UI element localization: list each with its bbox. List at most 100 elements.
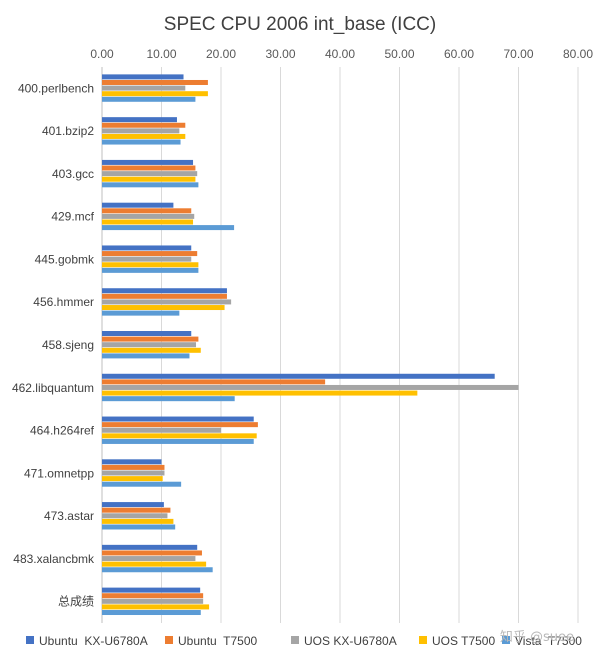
bar bbox=[102, 245, 192, 251]
bar bbox=[102, 310, 180, 316]
legend-swatch bbox=[502, 636, 510, 644]
legend-swatch bbox=[419, 636, 427, 644]
bar bbox=[102, 256, 192, 262]
bars-layer bbox=[102, 74, 519, 616]
bar bbox=[102, 481, 182, 487]
category-label: 400.perlbench bbox=[18, 81, 94, 95]
grid-layer bbox=[101, 67, 579, 623]
bar bbox=[102, 96, 196, 102]
x-tick-label: 40.00 bbox=[325, 47, 355, 61]
legend: Ubuntu KX-U6780A Ubuntu T7500 UOS KX-U6780… bbox=[26, 634, 582, 648]
bar bbox=[102, 587, 201, 593]
bar bbox=[102, 85, 186, 91]
bar bbox=[102, 139, 181, 145]
bar bbox=[102, 550, 202, 556]
x-tick-label: 80.00 bbox=[563, 47, 593, 61]
bar bbox=[102, 464, 165, 470]
bar bbox=[102, 476, 163, 482]
legend-swatch bbox=[26, 636, 34, 644]
bar bbox=[102, 133, 186, 139]
bar bbox=[102, 353, 190, 359]
bar bbox=[102, 513, 168, 519]
bar bbox=[102, 556, 196, 562]
bar bbox=[102, 74, 184, 80]
bar bbox=[102, 470, 165, 476]
x-tick-label: 70.00 bbox=[503, 47, 533, 61]
legend-label: UOS KX-U6780A bbox=[304, 634, 397, 648]
x-tick-label: 50.00 bbox=[384, 47, 414, 61]
bar bbox=[102, 219, 194, 225]
bar bbox=[102, 262, 199, 268]
bar bbox=[102, 373, 495, 379]
category-label: 464.h264ref bbox=[30, 424, 95, 438]
bar bbox=[102, 459, 162, 465]
bar bbox=[102, 176, 196, 182]
bar bbox=[102, 342, 197, 348]
legend-swatch bbox=[291, 636, 299, 644]
bar bbox=[102, 267, 199, 273]
chart-title: SPEC CPU 2006 int_base (ICC) bbox=[164, 14, 436, 35]
bar bbox=[102, 128, 180, 134]
legend-swatch bbox=[165, 636, 173, 644]
legend-label: UOS T7500 bbox=[432, 634, 495, 648]
bar bbox=[102, 598, 204, 604]
bar bbox=[102, 416, 254, 422]
bar bbox=[102, 567, 213, 573]
bar bbox=[102, 299, 232, 305]
bar bbox=[102, 438, 254, 444]
bar bbox=[102, 225, 235, 231]
legend-label: Ubuntu T7500 bbox=[178, 634, 257, 648]
bar bbox=[102, 122, 186, 128]
category-label: 429.mcf bbox=[51, 210, 94, 224]
x-axis-tick-labels: 0.00 10.00 20.00 30.00 40.00 50.00 60.00 70.00 8… bbox=[90, 47, 593, 61]
bar bbox=[102, 544, 198, 550]
bar bbox=[102, 79, 208, 85]
bar bbox=[102, 379, 326, 385]
bar bbox=[102, 518, 174, 524]
category-label: 473.astar bbox=[44, 509, 94, 523]
bar bbox=[102, 213, 195, 219]
bar bbox=[102, 251, 198, 257]
x-tick-label: 30.00 bbox=[265, 47, 295, 61]
bar bbox=[102, 524, 176, 530]
bar bbox=[102, 117, 177, 123]
bar bbox=[102, 182, 199, 188]
legend-label: Vista T7500 bbox=[515, 634, 582, 648]
bar bbox=[102, 293, 227, 299]
category-label: 403.gcc bbox=[52, 167, 94, 181]
x-tick-label: 10.00 bbox=[146, 47, 176, 61]
x-tick-label: 60.00 bbox=[444, 47, 474, 61]
bar bbox=[102, 165, 196, 171]
bar bbox=[102, 422, 258, 428]
bar bbox=[102, 336, 199, 342]
bar bbox=[102, 347, 201, 353]
x-tick-label: 20.00 bbox=[206, 47, 236, 61]
bar bbox=[102, 208, 192, 214]
category-label: 445.gobmk bbox=[35, 252, 95, 266]
bar bbox=[102, 433, 257, 439]
y-axis-category-labels: 400.perlbench 401.bzip2 403.gcc 429.mcf 445.… bbox=[12, 81, 95, 608]
bar bbox=[102, 396, 235, 402]
bar bbox=[102, 171, 198, 177]
bar bbox=[102, 593, 204, 599]
bar bbox=[102, 561, 207, 567]
bar bbox=[102, 390, 418, 396]
category-label: 483.xalancbmk bbox=[13, 552, 95, 566]
category-label: 401.bzip2 bbox=[42, 124, 94, 138]
category-label: 458.sjeng bbox=[42, 338, 94, 352]
bar bbox=[102, 604, 210, 610]
bar bbox=[102, 202, 174, 208]
category-label: 471.omnetpp bbox=[24, 466, 94, 480]
bar bbox=[102, 610, 201, 616]
category-label: 456.hmmer bbox=[33, 295, 94, 309]
bar bbox=[102, 427, 221, 433]
bar bbox=[102, 159, 194, 165]
x-tick-label: 0.00 bbox=[90, 47, 114, 61]
bar bbox=[102, 288, 227, 294]
category-label: 462.libquantum bbox=[12, 381, 94, 395]
bar bbox=[102, 384, 519, 390]
bar bbox=[102, 305, 225, 311]
bar bbox=[102, 502, 164, 508]
category-label: 总成绩 bbox=[58, 595, 94, 609]
